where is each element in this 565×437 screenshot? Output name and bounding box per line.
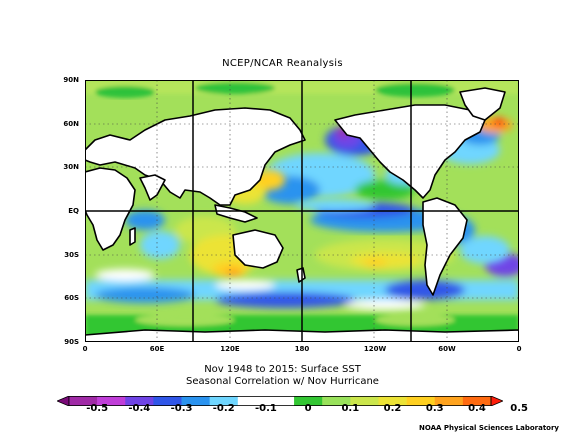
colorbar-label: 0.3 [425, 403, 444, 414]
colorbar-cell [153, 396, 182, 406]
south-america [422, 197, 468, 296]
africa [85, 167, 136, 251]
credit-text: NOAA Physical Sciences Laboratory [418, 424, 559, 432]
colorbar-cell [237, 396, 267, 406]
se-asia-islands [214, 204, 258, 223]
lat-label-30n: 30N [63, 163, 79, 171]
lon-label-120e: 120E [220, 345, 240, 353]
colorbar-cell [294, 396, 323, 406]
lon-label-180: 180 [294, 345, 310, 353]
colorbar-label: -0.2 [212, 403, 235, 414]
colorbar-label: 0 [304, 403, 312, 414]
colorbar-label: 0.4 [468, 403, 486, 414]
lat-label-60n: 60N [63, 120, 79, 128]
colorbar-label: 0.5 [510, 403, 528, 414]
colorbar-cell [125, 396, 154, 406]
new-zealand [296, 267, 306, 283]
lon-label-60e: 60E [149, 345, 165, 353]
lat-label-90s: 90S [64, 338, 79, 346]
colorbar-label: -0.4 [128, 403, 151, 414]
lat-label-30s: 30S [64, 251, 79, 259]
colorbar-cell [322, 396, 351, 406]
colorbar-cell [406, 396, 436, 406]
subtitle-line-1: Nov 1948 to 2015: Surface SST [204, 364, 361, 375]
colorbar-cell [69, 396, 98, 406]
madagascar [129, 227, 136, 246]
india [139, 174, 166, 201]
lon-label-0-end: 0 [516, 345, 522, 353]
colorbar-cell [209, 396, 239, 406]
colorbar-label: -0.5 [86, 403, 109, 414]
subtitle-line-2: Seasonal Correlation w/ Nov Hurricane [186, 376, 379, 387]
lon-label-120w: 120W [363, 345, 387, 353]
sst-correlation-map [85, 80, 519, 342]
colorbar-cell [462, 396, 492, 406]
eurasia [85, 107, 306, 206]
north-america [334, 104, 486, 199]
colorbar-label: 0.2 [383, 403, 402, 414]
colorbar-cell [378, 396, 407, 406]
australia [232, 229, 284, 269]
colorbar-label: -0.1 [254, 403, 277, 414]
lat-label-60s: 60S [64, 294, 79, 302]
colorbar-cell [350, 396, 379, 406]
colorbar-low-arrow [57, 396, 70, 406]
greenland [459, 87, 506, 121]
lat-label-eq: EQ [68, 207, 79, 215]
colorbar-label: 0.1 [341, 403, 360, 414]
chart-title: NCEP/NCAR Reanalysis [222, 58, 343, 69]
lon-label-60w: 60W [438, 345, 456, 353]
colorbar-cell [97, 396, 126, 406]
colorbar-cell [265, 396, 295, 406]
colorbar-cell [181, 396, 210, 406]
lat-label-90n: 90N [63, 76, 79, 84]
lon-label-0: 0 [82, 345, 88, 353]
colorbar [57, 396, 503, 406]
colorbar-label: -0.3 [170, 403, 193, 414]
colorbar-cell [434, 396, 464, 406]
